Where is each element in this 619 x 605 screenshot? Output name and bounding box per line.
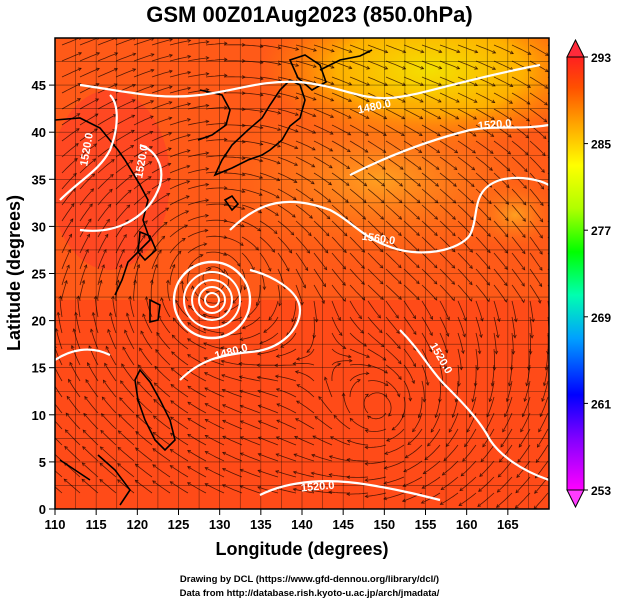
colorbar-tick-label: 285 [591,138,611,152]
colorbar-tick-label: 261 [591,397,611,411]
x-tick-label: 115 [86,517,107,532]
y-tick-label: 0 [39,502,46,517]
wind-streamlines [55,38,549,509]
colorbar-tick-label: 293 [591,51,611,65]
x-axis: 110 115 120 125 130 135 140 145 150 155 160 165 [45,509,519,532]
y-tick-label: 45 [32,78,46,93]
typhoon-vortex [172,260,252,340]
y-tick-label: 5 [39,455,46,470]
colorbar: 293 285 277 269 261 253 [566,38,611,509]
x-tick-label: 130 [209,517,231,532]
contour-label: 1520.0 [78,132,96,167]
colorbar-tick-label: 277 [591,224,611,238]
x-tick-label: 120 [126,517,148,532]
x-tick-label: 160 [456,517,478,532]
contour-label: 1520.0 [477,118,512,133]
coastlines [55,49,373,506]
y-tick-label: 15 [32,361,46,376]
x-tick-label: 110 [45,517,66,532]
y-axis-label: Latitude (degrees) [4,195,24,351]
credit-data: Data from http://database.rish.kyoto-u.a… [179,588,440,599]
y-tick-label: 40 [32,125,46,140]
x-tick-label: 165 [497,517,519,532]
x-axis-label: Longitude (degrees) [215,539,388,559]
colorbar-tick-label: 269 [591,311,611,325]
x-tick-label: 155 [415,517,437,532]
x-tick-label: 125 [168,517,190,532]
colorbar-tick-label: 253 [591,484,611,498]
chart-title: GSM 00Z01Aug2023 (850.0hPa) [146,2,473,27]
x-tick-label: 145 [332,517,354,532]
height-contours [55,63,549,502]
colorbar-bottom-arrow [566,489,585,509]
colorbar-gradient [566,56,585,491]
y-tick-label: 10 [32,408,46,423]
colorbar-top-arrow [566,38,585,58]
x-tick-label: 150 [373,517,395,532]
contour-label: 1560.0 [361,231,396,248]
contour-label: 1520.0 [133,144,151,179]
y-tick-label: 35 [32,172,46,187]
credit-drawing: Drawing by DCL (https://www.gfd-dennou.o… [179,574,440,585]
lat-lon-grid [55,38,549,509]
x-tick-label: 140 [291,517,313,532]
contour-label: 1520.0 [300,480,335,495]
y-tick-label: 30 [32,219,46,234]
y-tick-label: 20 [32,314,46,329]
y-axis: 0 5 10 15 20 25 30 35 40 45 [32,78,55,517]
x-tick-label: 135 [250,517,272,532]
y-tick-label: 25 [32,267,46,282]
